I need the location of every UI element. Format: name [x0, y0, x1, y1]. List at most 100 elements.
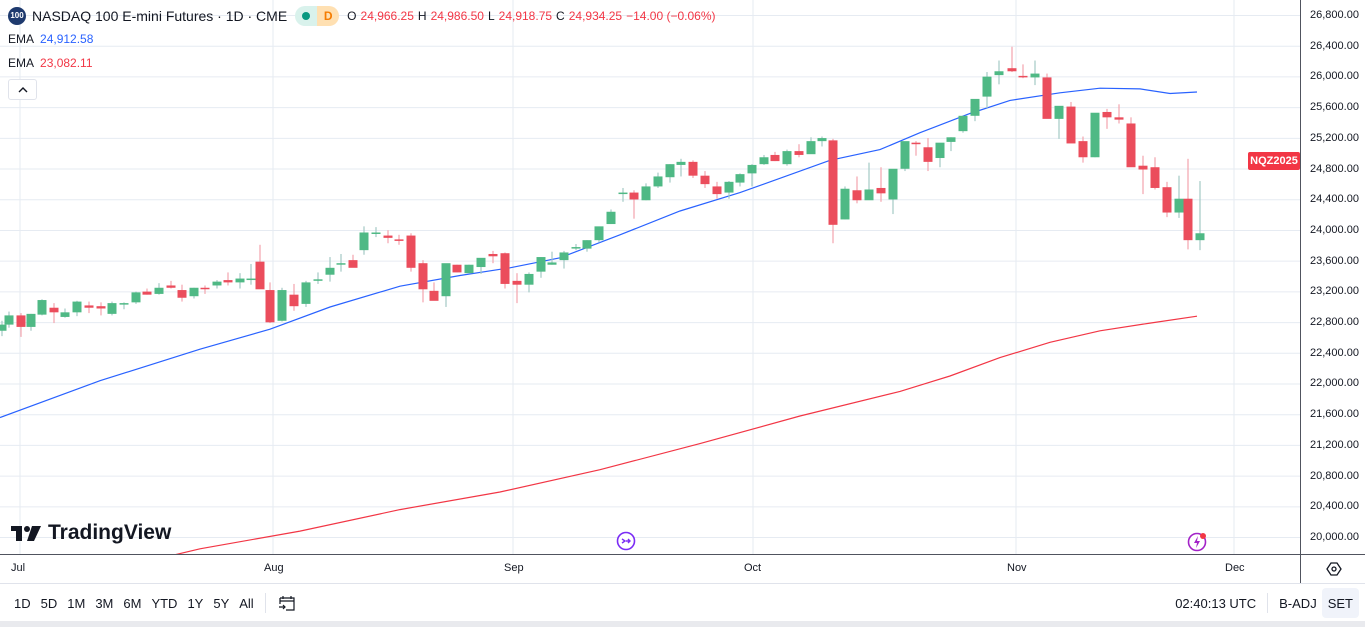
price-tick-label: 24,000.00 [1310, 223, 1359, 236]
range-button-3m[interactable]: 3M [95, 595, 114, 611]
time-tick-label: Jul [11, 562, 26, 574]
range-button-5d[interactable]: 5D [40, 595, 58, 611]
time-tick-label: Sep [504, 562, 524, 574]
candle [946, 137, 956, 142]
range-button-6m[interactable]: 6M [123, 595, 142, 611]
candle [676, 161, 686, 165]
market-open-dot-icon [302, 12, 311, 20]
candle [888, 168, 898, 200]
price-tick-label: 26,000.00 [1310, 70, 1359, 83]
candle [688, 161, 698, 176]
footer-strip [0, 621, 1365, 627]
range-button-1m[interactable]: 1M [67, 595, 86, 611]
candle [782, 151, 792, 165]
candle [594, 226, 604, 241]
candle [900, 141, 910, 169]
candle [923, 147, 933, 162]
price-tick-label: 22,400.00 [1310, 346, 1359, 359]
candle [864, 189, 874, 201]
range-button-5y[interactable]: 5Y [213, 595, 230, 611]
candle [1138, 165, 1148, 170]
candle [96, 306, 106, 309]
go-to-date-button[interactable] [272, 589, 302, 617]
candle [1102, 111, 1112, 118]
low-value: 24,918.75 [498, 9, 553, 23]
delayed-data-badge: D [317, 6, 340, 26]
candle [265, 290, 275, 323]
close-value: 24,934.25 [568, 9, 623, 23]
ema-fast-legend[interactable]: EMA 24,912.58 [8, 32, 93, 46]
candle [255, 261, 265, 290]
price-chart-canvas[interactable] [0, 0, 1300, 554]
price-tick-label: 22,000.00 [1310, 377, 1359, 390]
range-button-ytd[interactable]: YTD [151, 595, 178, 611]
calendar-goto-icon [278, 596, 295, 611]
candle [84, 305, 94, 308]
back-adjust-toggle[interactable]: B-ADJ [1279, 595, 1317, 611]
candle [747, 164, 757, 174]
candle [72, 301, 82, 313]
candle [1150, 167, 1160, 188]
price-tick-label: 25,600.00 [1310, 101, 1359, 114]
candle [1066, 106, 1076, 144]
tradingview-logo-text: TradingView [48, 521, 172, 544]
candle [770, 154, 780, 162]
candle [536, 257, 546, 272]
candle [817, 138, 827, 142]
candle [629, 192, 639, 200]
time-tick-label: Dec [1225, 562, 1245, 574]
ema-slow-legend[interactable]: EMA 23,082.11 [8, 56, 93, 70]
price-tick-label: 26,400.00 [1310, 39, 1359, 52]
split-arrow-event-icon[interactable] [616, 531, 636, 551]
high-value: 24,986.50 [430, 9, 484, 23]
candle [277, 290, 287, 321]
candle [348, 260, 358, 268]
tradingview-logo[interactable]: TradingView [11, 521, 171, 545]
collapse-legend-button[interactable] [8, 79, 37, 100]
candle [840, 188, 850, 220]
market-status-badge[interactable]: D [295, 6, 340, 26]
candle [828, 140, 838, 225]
symbol-title[interactable]: NASDAQ 100 E-mini Futures · 1D · CME [32, 8, 288, 24]
candle [223, 280, 233, 283]
price-tick-label: 22,800.00 [1310, 316, 1359, 329]
candle [200, 287, 210, 290]
session-toggle[interactable]: SET [1321, 588, 1359, 618]
candle [1054, 105, 1064, 119]
candle [1126, 123, 1136, 168]
range-button-1d[interactable]: 1D [14, 595, 31, 611]
symbol-logo-icon: 100 [8, 7, 26, 25]
high-label: H [417, 9, 427, 23]
symbol-price-tag: NQZ2025 [1248, 152, 1300, 170]
candle [794, 151, 804, 155]
candle [982, 76, 992, 97]
candle [476, 257, 486, 268]
candle [464, 264, 474, 274]
candle [512, 280, 522, 285]
clock-timezone[interactable]: 02:40:13 UTC [1175, 595, 1257, 611]
close-label: C [556, 9, 565, 23]
candle [1030, 73, 1040, 78]
candle [1018, 75, 1028, 78]
chart-legend: 100 NASDAQ 100 E-mini Futures · 1D · CME… [8, 6, 716, 26]
price-tick-label: 25,200.00 [1310, 131, 1359, 144]
candle [177, 290, 187, 298]
candle [235, 278, 245, 283]
candle [724, 181, 734, 193]
lightning-event-icon[interactable] [1187, 531, 1207, 552]
candle [1042, 77, 1052, 119]
range-button-1y[interactable]: 1Y [187, 595, 204, 611]
candle [452, 264, 462, 273]
candle [246, 278, 256, 281]
candle [970, 98, 980, 116]
candle [653, 176, 663, 187]
price-axis[interactable]: 26,800.00 26,400.00 26,000.00 25,600.00 25,2… [1300, 0, 1365, 554]
chart-settings-button[interactable] [1300, 554, 1365, 583]
time-axis[interactable]: Jul Aug Sep Oct Nov Dec [0, 554, 1300, 583]
range-button-all[interactable]: All [239, 595, 254, 611]
candle [313, 279, 323, 281]
candle [571, 247, 581, 249]
candle [911, 142, 921, 145]
candle [394, 239, 404, 241]
separator [264, 593, 266, 613]
